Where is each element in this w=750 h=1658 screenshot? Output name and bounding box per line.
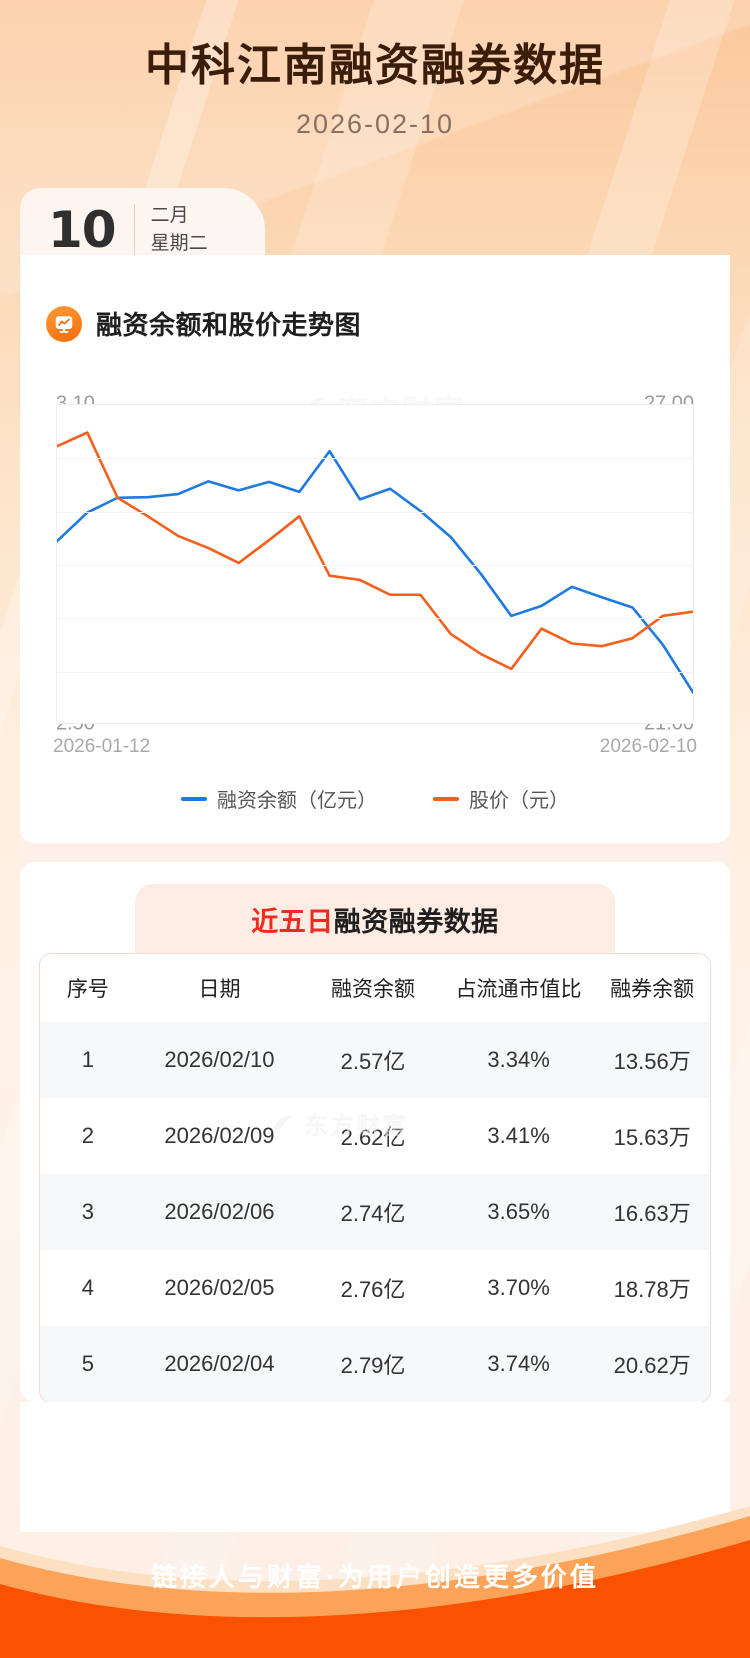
cell-margin-balance: 2.79亿 [340,1353,406,1378]
cell-margin-balance: 2.74亿 [340,1201,406,1226]
table-title: 近五日融资融券数据 [135,900,615,939]
table-title-rest: 融资融券数据 [333,907,499,938]
cell-float-ratio: 3.65% [487,1199,550,1224]
cell-float-ratio: 3.41% [487,1123,550,1148]
chart-lines-svg [57,405,693,723]
date-divider [133,204,135,256]
table-row[interactable]: 3 2026/02/06 2.74亿 3.65% 16.63万 [40,1174,710,1250]
cell-float-ratio: 3.74% [487,1351,550,1376]
page-subtitle-date: 2026-02-10 [295,108,455,139]
x-axis-end-label: 2026-02-10 [599,736,697,757]
cell-date: 2026/02/06 [164,1199,275,1224]
table-header-date: 日期 [198,978,241,1001]
footer-wave [0,1506,750,1658]
margin-trading-table: 东方财富 序号 日期 融资余额 占流通市值比 融券余额 1 2026/02/10 2… [39,953,711,1403]
table-header-no: 序号 [66,978,109,1001]
cell-no: 5 [81,1351,94,1376]
table-body: 1 2026/02/10 2.57亿 3.34% 13.56万 2 2026/02/09 2.… [40,1022,710,1402]
chart-series-line [57,433,693,669]
table-title-badge: 近五日融资融券数据 [135,884,615,953]
chart-series-line [57,451,693,692]
date-meta: 二月 星期二 [151,205,208,255]
cell-margin-balance: 2.62亿 [340,1125,406,1150]
date-day: 10 [48,201,117,259]
chart-gridline [57,671,693,673]
cell-short-balance: 15.63万 [613,1125,691,1150]
chart-area: 东方财富 3.103.002.902.802.702.602.50 27.002… [20,368,730,768]
table-row[interactable]: 2 2026/02/09 2.62亿 3.41% 15.63万 [40,1098,710,1174]
footer: 链接人与财富·为用户创造更多价值 [0,1398,750,1658]
legend-item-margin-balance: 融资余额（亿元） [181,784,377,813]
cell-date: 2026/02/05 [164,1275,275,1300]
legend-swatch-orange [433,796,459,801]
cell-no: 4 [81,1275,94,1300]
cell-short-balance: 20.62万 [613,1353,691,1378]
footer-white-fill [20,1402,730,1532]
cell-float-ratio: 3.70% [487,1275,550,1300]
legend-label-margin-balance: 融资余额（亿元） [217,790,377,812]
cell-float-ratio: 3.34% [487,1047,550,1072]
chart-title: 融资余额和股价走势图 [96,311,362,341]
legend-label-stock-price: 股价（元） [469,790,569,812]
cell-date: 2026/02/04 [164,1351,275,1376]
chart-gridline [57,618,693,620]
chart-monitor-icon [46,305,82,342]
cell-date: 2026/02/10 [164,1047,275,1072]
table-header-row: 序号 日期 融资余额 占流通市值比 融券余额 [40,954,710,1022]
chart-card-header: 融资余额和股价走势图 [20,255,730,342]
table-row[interactable]: 4 2026/02/05 2.76亿 3.70% 18.78万 [40,1250,710,1326]
cell-date: 2026/02/09 [164,1123,275,1148]
chart-gridline [57,565,693,566]
cell-short-balance: 18.78万 [613,1277,691,1302]
cell-margin-balance: 2.57亿 [340,1049,406,1074]
cell-margin-balance: 2.76亿 [340,1277,406,1302]
x-axis-start-label: 2026-01-12 [53,736,151,757]
table-header-short-balance: 融券余额 [610,978,695,1001]
cell-no: 2 [81,1123,94,1148]
table-row[interactable]: 5 2026/02/04 2.79亿 3.74% 20.62万 [40,1326,710,1402]
date-weekday: 星期二 [150,233,208,254]
cell-no: 1 [81,1047,94,1072]
header: 中科江南融资融券数据 2026-02-10 [0,0,750,140]
chart-gridline [57,511,693,513]
legend-item-stock-price: 股价（元） [433,784,569,813]
chart-card: 融资余额和股价走势图 东方财富 3.103.002.902.802.702.60… [20,255,730,843]
table-header-float-ratio: 占流通市值比 [455,978,582,1001]
cell-no: 3 [81,1199,94,1224]
table-header-margin-balance: 融资余额 [331,978,415,1001]
page-title: 中科江南融资融券数据 [145,40,605,91]
cell-short-balance: 13.56万 [613,1049,691,1074]
date-month: 二月 [150,205,189,227]
legend-swatch-blue [181,796,207,801]
cell-short-balance: 16.63万 [613,1201,691,1226]
footer-slogan: 链接人与财富·为用户创造更多价值 [151,1563,599,1593]
chart-plot [56,404,694,724]
table-row[interactable]: 1 2026/02/10 2.57亿 3.34% 13.56万 [40,1022,710,1098]
chart-legend: 融资余额（亿元） 股价（元） [20,784,730,813]
chart-gridline [57,458,693,460]
table-title-highlight: 近五日 [251,907,334,938]
